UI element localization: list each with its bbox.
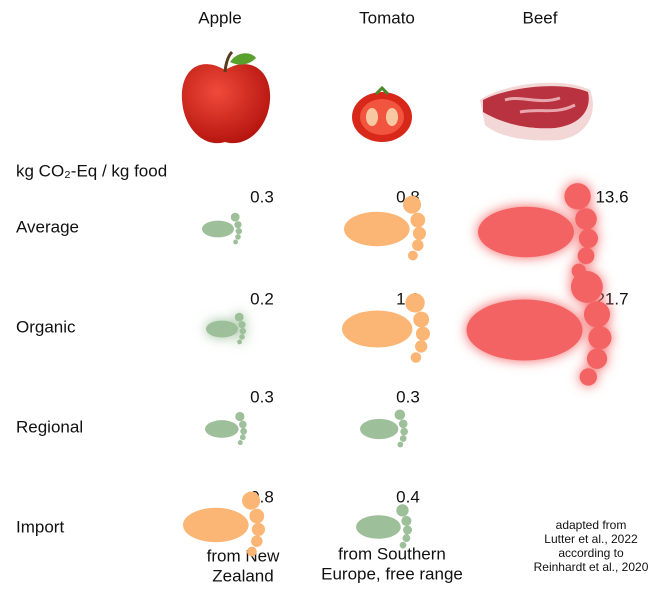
footprint-toe — [238, 321, 246, 329]
footprint-sole — [344, 211, 410, 247]
footprint-toe — [415, 326, 430, 341]
note: from Southern — [338, 544, 446, 563]
value: 0.2 — [250, 289, 274, 308]
footprint-toe — [246, 546, 257, 557]
footprint-sole — [478, 206, 574, 258]
footprint — [202, 212, 242, 245]
value: 13.6 — [595, 187, 628, 206]
footprint-toe — [403, 525, 412, 535]
note: from New — [207, 546, 280, 565]
row-label: Regional — [16, 417, 83, 436]
footprint-sole — [183, 507, 249, 543]
footprint-sole — [205, 420, 239, 438]
footprint-toe — [579, 368, 597, 386]
footprint-toe — [570, 270, 603, 303]
footprint-toe — [249, 508, 265, 524]
footprint-toe — [239, 334, 245, 340]
footprint-toe — [577, 247, 595, 265]
tomato-icon — [352, 85, 412, 142]
unit-label: kg CO₂-Eq / kg food — [16, 161, 167, 180]
footprint-toe — [234, 221, 242, 229]
column-header: Apple — [198, 8, 241, 27]
footprint-toe — [398, 419, 408, 429]
value: 0.3 — [396, 387, 420, 406]
source-line: according to — [558, 546, 624, 560]
beef-icon — [480, 82, 593, 141]
value: 0.4 — [396, 487, 420, 506]
column-header: Beef — [523, 8, 558, 27]
footprint-toe — [412, 239, 424, 251]
row-label: Import — [16, 517, 64, 536]
footprint — [478, 183, 599, 279]
footprint-toe — [251, 535, 263, 547]
footprint-toe — [239, 434, 246, 441]
footprint-toe — [235, 227, 242, 235]
footprint-toe — [233, 239, 239, 245]
footprint-sole — [466, 299, 583, 361]
footprint-toe — [399, 541, 407, 549]
footprint-toe — [234, 312, 244, 322]
footprint-toe — [415, 340, 428, 353]
source-line: Reinhardt et al., 2020 — [534, 560, 649, 574]
footprint — [344, 195, 426, 261]
footprint-toe — [410, 212, 426, 228]
footprint-toe — [237, 440, 243, 446]
footprint-sole — [202, 220, 234, 238]
footprint-toe — [235, 234, 241, 240]
footprint-toe — [239, 420, 247, 429]
footprint-toe — [237, 339, 243, 345]
note: Zealand — [212, 566, 273, 585]
footprint-toe — [397, 441, 404, 448]
footprint-toe — [586, 348, 608, 369]
footprint-toe — [403, 195, 422, 214]
footprint-sole — [356, 515, 401, 539]
column-header: Tomato — [359, 8, 415, 27]
footprint-toe — [575, 208, 597, 230]
footprint-toe — [399, 435, 407, 442]
footprint-toe — [242, 491, 261, 510]
footprint — [466, 270, 612, 386]
row-label: Average — [16, 217, 79, 236]
footprint-toe — [402, 534, 411, 543]
footprint-toe — [239, 327, 246, 335]
footprint-sole — [342, 310, 413, 348]
source-line: adapted from — [556, 518, 627, 532]
footprint-sole — [360, 418, 399, 440]
footprint-toe — [235, 411, 245, 422]
footprint — [360, 409, 408, 448]
footprint-toe — [583, 301, 611, 328]
footprint-sole — [206, 320, 238, 338]
value: 0.3 — [250, 387, 274, 406]
footprint-toe — [230, 212, 240, 222]
footprint-toe — [588, 326, 612, 350]
footprint-toe — [413, 311, 430, 328]
footprint-toe — [240, 427, 247, 435]
note: Europe, free range — [321, 564, 463, 583]
footprint — [206, 312, 246, 345]
footprint-toe — [394, 409, 406, 421]
footprint-toe — [405, 293, 425, 313]
source-line: Lutter et al., 2022 — [544, 532, 638, 546]
footprint — [183, 491, 265, 557]
footprint — [356, 504, 412, 549]
footprint-toe — [401, 515, 412, 526]
footprint-toe — [251, 522, 265, 536]
footprint-toe — [400, 427, 408, 436]
footprint-toe — [396, 504, 409, 517]
footprint — [342, 293, 430, 363]
row-label: Organic — [16, 317, 76, 336]
footprint-toe — [564, 183, 591, 210]
apple-icon — [181, 50, 271, 144]
footprint-toe — [578, 228, 599, 249]
footprint-toe — [412, 226, 426, 240]
footprint-toe — [410, 352, 422, 363]
footprint — [205, 411, 247, 446]
value: 0.3 — [250, 187, 274, 206]
footprint-toe — [407, 250, 418, 261]
